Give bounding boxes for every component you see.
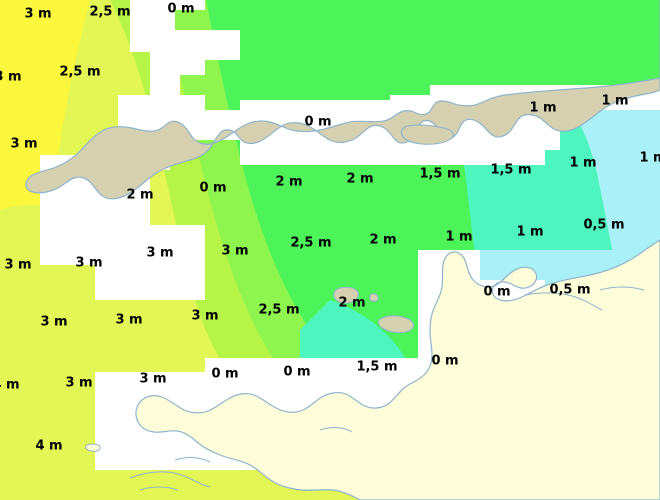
zero-mask-cornwall-s	[95, 225, 205, 300]
land-channel-island-2	[369, 293, 379, 302]
zero-mask-brittany-n2	[205, 358, 330, 392]
landmass-layer	[25, 0, 660, 500]
land-isle-of-wight	[400, 124, 455, 145]
coastline-detail	[129, 286, 645, 491]
land-ushant-islet	[85, 443, 101, 452]
land-great-britain	[25, 0, 660, 200]
zero-mask-devon	[150, 30, 240, 95]
land-channel-island-3	[378, 315, 414, 334]
land-channel-island-1	[333, 286, 359, 304]
land-france	[135, 239, 660, 500]
zero-mask-top-left	[130, 0, 205, 52]
